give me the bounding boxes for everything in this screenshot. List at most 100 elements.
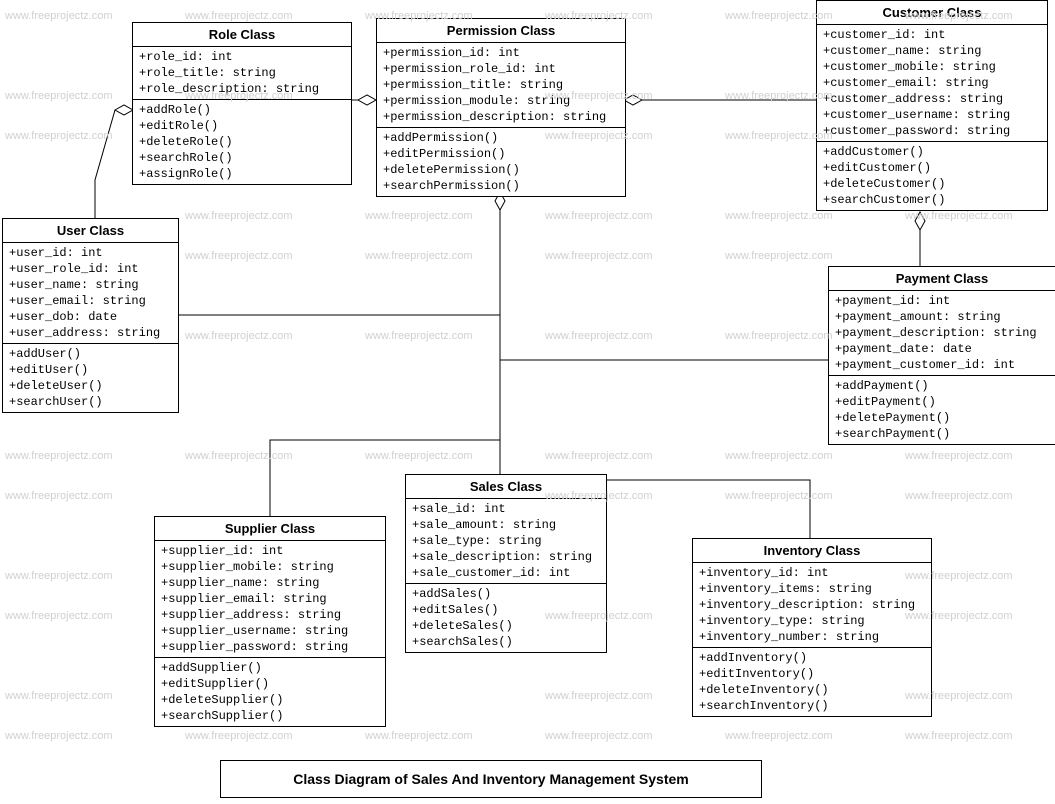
class-title: Supplier Class (155, 517, 385, 541)
class-method-row: +searchUser() (9, 394, 172, 410)
class-methods: +addSupplier()+editSupplier()+deleteSupp… (155, 657, 385, 726)
watermark-text: www.freeprojectz.com (905, 490, 1013, 502)
class-methods: +addPermission()+editPermission()+delete… (377, 127, 625, 196)
class-method-row: +editPermission() (383, 146, 619, 162)
watermark-text: www.freeprojectz.com (365, 250, 473, 262)
class-attribute-row: +inventory_items: string (699, 581, 925, 597)
class-attribute-row: +customer_id: int (823, 27, 1041, 43)
class-attribute-row: +payment_amount: string (835, 309, 1049, 325)
class-method-row: +editRole() (139, 118, 345, 134)
watermark-text: www.freeprojectz.com (5, 610, 113, 622)
class-methods: +addRole()+editRole()+deleteRole()+searc… (133, 99, 351, 184)
watermark-text: www.freeprojectz.com (905, 450, 1013, 462)
watermark-text: www.freeprojectz.com (725, 730, 833, 742)
watermark-text: www.freeprojectz.com (5, 570, 113, 582)
class-method-row: +addSupplier() (161, 660, 379, 676)
class-method-row: +deleteRole() (139, 134, 345, 150)
class-customer: Customer Class+customer_id: int+customer… (816, 0, 1048, 211)
class-method-row: +deleteSupplier() (161, 692, 379, 708)
class-attribute-row: +supplier_password: string (161, 639, 379, 655)
class-supplier: Supplier Class+supplier_id: int+supplier… (154, 516, 386, 727)
class-method-row: +addRole() (139, 102, 345, 118)
class-method-row: +editSupplier() (161, 676, 379, 692)
class-method-row: +deleteSales() (412, 618, 600, 634)
class-attribute-row: +payment_customer_id: int (835, 357, 1049, 373)
watermark-text: www.freeprojectz.com (545, 450, 653, 462)
class-title: Role Class (133, 23, 351, 47)
class-attribute-row: +customer_name: string (823, 43, 1041, 59)
watermark-text: www.freeprojectz.com (185, 330, 293, 342)
class-method-row: +deleteUser() (9, 378, 172, 394)
class-inventory: Inventory Class+inventory_id: int+invent… (692, 538, 932, 717)
watermark-text: www.freeprojectz.com (185, 450, 293, 462)
class-attribute-row: +supplier_username: string (161, 623, 379, 639)
class-attribute-row: +role_title: string (139, 65, 345, 81)
class-role: Role Class+role_id: int+role_title: stri… (132, 22, 352, 185)
watermark-text: www.freeprojectz.com (185, 210, 293, 222)
class-attributes: +permission_id: int+permission_role_id: … (377, 43, 625, 127)
class-attribute-row: +customer_password: string (823, 123, 1041, 139)
watermark-text: www.freeprojectz.com (5, 130, 113, 142)
class-attribute-row: +role_id: int (139, 49, 345, 65)
watermark-text: www.freeprojectz.com (725, 330, 833, 342)
watermark-text: www.freeprojectz.com (365, 730, 473, 742)
class-method-row: +searchInventory() (699, 698, 925, 714)
class-attributes: +supplier_id: int+supplier_mobile: strin… (155, 541, 385, 657)
watermark-text: www.freeprojectz.com (5, 10, 113, 22)
class-permission: Permission Class+permission_id: int+perm… (376, 18, 626, 197)
watermark-text: www.freeprojectz.com (545, 690, 653, 702)
class-sales: Sales Class+sale_id: int+sale_amount: st… (405, 474, 607, 653)
class-method-row: +addSales() (412, 586, 600, 602)
class-attribute-row: +supplier_mobile: string (161, 559, 379, 575)
watermark-text: www.freeprojectz.com (5, 730, 113, 742)
class-attributes: +role_id: int+role_title: string+role_de… (133, 47, 351, 99)
class-methods: +addInventory()+editInventory()+deleteIn… (693, 647, 931, 716)
class-title: Sales Class (406, 475, 606, 499)
watermark-text: www.freeprojectz.com (5, 690, 113, 702)
class-method-row: +searchCustomer() (823, 192, 1041, 208)
watermark-text: www.freeprojectz.com (725, 250, 833, 262)
class-method-row: +addPayment() (835, 378, 1049, 394)
class-methods: +addUser()+editUser()+deleteUser()+searc… (3, 343, 178, 412)
class-attribute-row: +permission_id: int (383, 45, 619, 61)
class-attribute-row: +payment_description: string (835, 325, 1049, 341)
class-method-row: +deletePermission() (383, 162, 619, 178)
watermark-text: www.freeprojectz.com (725, 210, 833, 222)
class-attribute-row: +inventory_number: string (699, 629, 925, 645)
class-attribute-row: +user_id: int (9, 245, 172, 261)
class-attribute-row: +inventory_type: string (699, 613, 925, 629)
class-attribute-row: +user_role_id: int (9, 261, 172, 277)
watermark-text: www.freeprojectz.com (545, 210, 653, 222)
watermark-text: www.freeprojectz.com (725, 450, 833, 462)
watermark-text: www.freeprojectz.com (5, 490, 113, 502)
class-method-row: +addUser() (9, 346, 172, 362)
diagram-title: Class Diagram of Sales And Inventory Man… (220, 760, 762, 798)
class-attribute-row: +permission_module: string (383, 93, 619, 109)
class-user: User Class+user_id: int+user_role_id: in… (2, 218, 179, 413)
class-attributes: +customer_id: int+customer_name: string+… (817, 25, 1047, 141)
class-payment: Payment Class+payment_id: int+payment_am… (828, 266, 1055, 445)
watermark-text: www.freeprojectz.com (185, 730, 293, 742)
class-method-row: +searchPayment() (835, 426, 1049, 442)
class-method-row: +editUser() (9, 362, 172, 378)
class-method-row: +editCustomer() (823, 160, 1041, 176)
watermark-text: www.freeprojectz.com (365, 210, 473, 222)
watermark-text: www.freeprojectz.com (545, 330, 653, 342)
class-method-row: +addInventory() (699, 650, 925, 666)
watermark-text: www.freeprojectz.com (905, 730, 1013, 742)
class-attribute-row: +supplier_address: string (161, 607, 379, 623)
class-attribute-row: +customer_mobile: string (823, 59, 1041, 75)
watermark-text: www.freeprojectz.com (905, 210, 1013, 222)
class-method-row: +searchSales() (412, 634, 600, 650)
class-attribute-row: +supplier_name: string (161, 575, 379, 591)
watermark-text: www.freeprojectz.com (725, 490, 833, 502)
class-attribute-row: +sale_type: string (412, 533, 600, 549)
class-method-row: +editPayment() (835, 394, 1049, 410)
class-title: Customer Class (817, 1, 1047, 25)
class-attribute-row: +role_description: string (139, 81, 345, 97)
class-attribute-row: +inventory_id: int (699, 565, 925, 581)
class-attribute-row: +permission_description: string (383, 109, 619, 125)
class-title: Payment Class (829, 267, 1055, 291)
class-method-row: +editInventory() (699, 666, 925, 682)
class-attributes: +sale_id: int+sale_amount: string+sale_t… (406, 499, 606, 583)
